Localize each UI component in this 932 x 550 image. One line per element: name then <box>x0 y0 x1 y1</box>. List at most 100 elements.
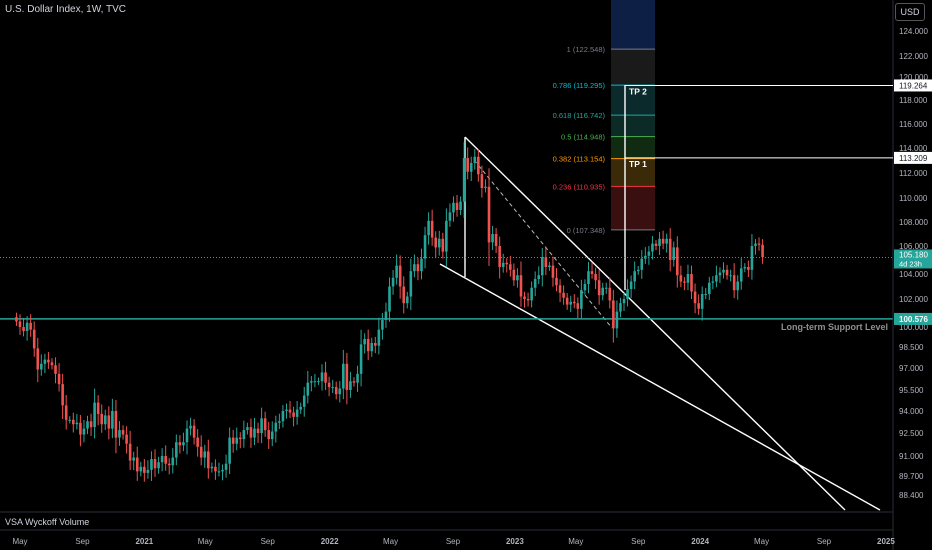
candle <box>71 412 75 433</box>
candle <box>377 317 381 355</box>
candle <box>224 454 228 478</box>
indicator-label[interactable]: VSA Wyckoff Volume <box>5 517 90 527</box>
candle-body <box>288 409 292 413</box>
price-tick: 118.000 <box>899 96 928 105</box>
wedge-lower-trendline[interactable] <box>439 263 881 511</box>
candle-body <box>409 271 413 297</box>
candle <box>679 265 683 288</box>
candle <box>629 275 633 298</box>
candle-body <box>114 411 118 438</box>
candle-body <box>448 212 452 221</box>
support-value: 100.576 <box>899 315 928 324</box>
candle <box>672 241 676 267</box>
target-name: TP 1 <box>629 159 647 169</box>
candle-body <box>526 299 530 301</box>
candle-body <box>661 238 665 244</box>
price-tick: 88.400 <box>899 491 924 500</box>
candle-body <box>683 281 686 283</box>
candle <box>683 277 686 291</box>
candle-body <box>658 238 661 246</box>
candle <box>480 165 484 198</box>
candle-body <box>761 244 764 258</box>
candle <box>398 255 402 299</box>
candle-body <box>459 201 462 210</box>
candle-body <box>356 373 359 383</box>
candle <box>103 409 107 431</box>
candle <box>604 282 608 294</box>
candle <box>729 269 732 282</box>
candle <box>171 448 175 474</box>
candle <box>562 285 565 305</box>
candle <box>587 261 590 294</box>
candle-body <box>29 322 32 330</box>
candle-body <box>221 469 224 472</box>
candle-body <box>420 258 423 272</box>
fibonacci-retracement[interactable]: 1 (122.548) 0.786 (119.295) 0.618 (116.742… <box>553 0 655 235</box>
candle-body <box>75 422 79 425</box>
candle-body <box>430 220 434 238</box>
price-axis[interactable]: 124.000 122.000 120.000 118.000 116.000 114.0… <box>892 0 932 550</box>
drawing-lines[interactable] <box>439 85 881 511</box>
candle-body <box>40 363 43 370</box>
price-tick: 91.000 <box>899 452 924 461</box>
candle <box>221 464 224 481</box>
currency-button[interactable]: USD <box>895 3 925 21</box>
candle-body <box>498 246 501 267</box>
candle-body <box>494 234 498 246</box>
candle <box>448 203 452 227</box>
candle-body <box>345 363 349 390</box>
candle-body <box>676 247 679 276</box>
candle <box>25 316 29 341</box>
candle-body <box>167 463 171 466</box>
candle <box>263 411 267 437</box>
time-tick: 2023 <box>506 537 524 546</box>
last-price-badge <box>894 249 932 269</box>
candle <box>139 461 143 477</box>
candle <box>189 417 192 436</box>
candle-body <box>374 343 377 346</box>
time-tick: 2022 <box>321 537 339 546</box>
candle-body <box>228 437 231 464</box>
candle <box>761 239 764 264</box>
candle-body <box>146 469 150 473</box>
candle <box>452 196 455 222</box>
wedge-upper-trendline[interactable] <box>464 136 846 511</box>
candle-body <box>82 428 86 435</box>
candle-body <box>267 430 271 440</box>
fib-zone-top <box>611 0 655 50</box>
candle <box>267 421 271 449</box>
candle <box>416 257 420 281</box>
candle-body <box>558 285 562 293</box>
fib-zone <box>611 115 655 137</box>
candle <box>242 420 246 448</box>
time-axis[interactable]: May Sep 2021 May Sep 2022 May Sep 2023 May Sep 2024… <box>0 511 895 546</box>
time-tick: May <box>383 537 398 546</box>
candle-body <box>697 303 700 309</box>
support-level[interactable]: Long-term Support Level <box>0 318 893 332</box>
candle-body <box>217 471 221 473</box>
candle <box>583 279 587 295</box>
support-text: Long-term Support Level <box>781 322 888 332</box>
candle-body <box>629 281 633 289</box>
candle <box>302 386 306 417</box>
dashed-trendline[interactable] <box>473 159 613 329</box>
candlestick-series <box>15 142 764 482</box>
candle <box>331 379 334 393</box>
candle-body <box>533 279 537 288</box>
candle-body <box>622 299 626 304</box>
price-tick: 112.000 <box>899 169 928 178</box>
candle <box>509 255 512 277</box>
candle <box>750 234 754 280</box>
candle-body <box>668 238 672 260</box>
price-tick: 100.000 <box>899 323 928 332</box>
candle <box>608 277 612 309</box>
candle-body <box>164 456 167 464</box>
candle-body <box>306 382 310 396</box>
candle <box>57 363 61 392</box>
time-tick: May <box>568 537 583 546</box>
candle <box>644 247 647 264</box>
candle <box>402 276 406 314</box>
candle <box>548 261 551 271</box>
candle-body <box>608 287 612 301</box>
